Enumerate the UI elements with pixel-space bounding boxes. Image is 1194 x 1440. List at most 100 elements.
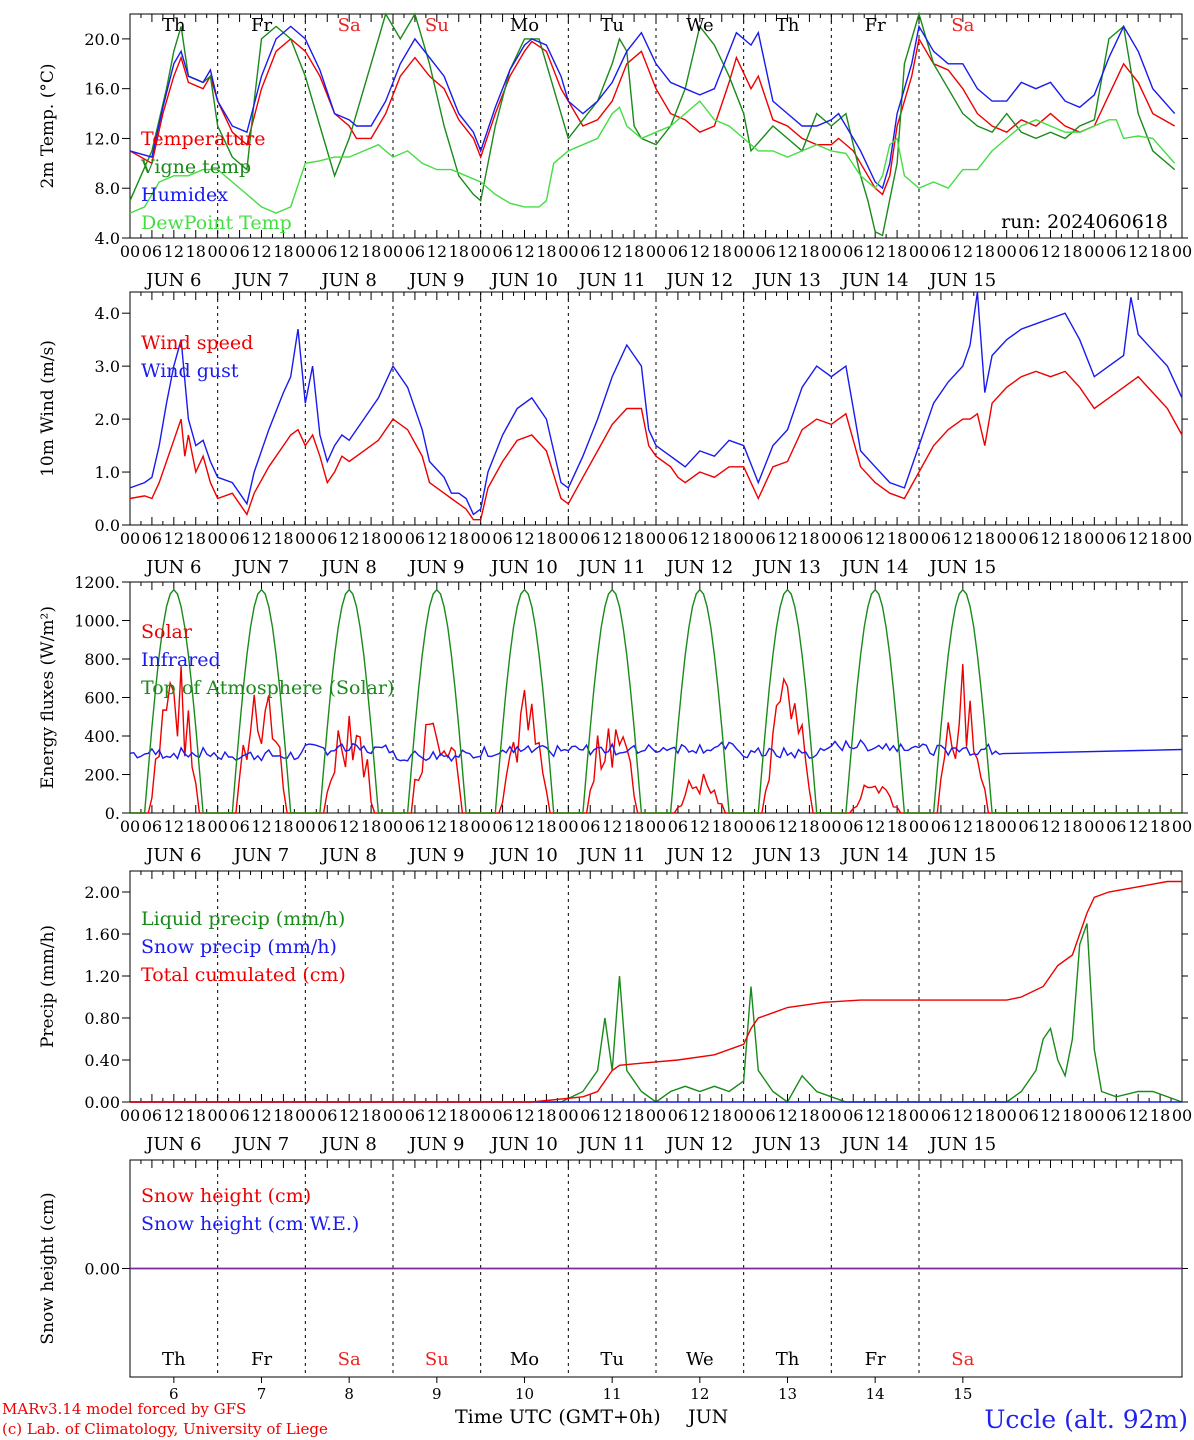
series-line-wind-1 [129, 291, 1183, 516]
hour-label: 12 [1128, 1106, 1148, 1125]
hour-label: 06 [755, 529, 775, 548]
y-tick-label: 4.0 [95, 304, 120, 323]
hour-label: 18 [186, 817, 206, 836]
hour-label: 00 [909, 817, 929, 836]
hour-label: 06 [229, 1106, 249, 1125]
y-tick-label: 20.0 [84, 30, 120, 49]
hour-label: 00 [646, 529, 666, 548]
hour-label: 18 [536, 1106, 556, 1125]
legend-entry: Wind speed [141, 332, 253, 354]
hour-label: 12 [427, 817, 447, 836]
series-line-temp-0 [129, 36, 1176, 196]
hour-label: 06 [843, 529, 863, 548]
hour-label: 06 [142, 529, 162, 548]
hour-ticks-temp [129, 14, 1183, 238]
hour-label: 00 [733, 1106, 753, 1125]
hour-label: 00 [1172, 529, 1192, 548]
day-name: Sa [338, 1349, 361, 1370]
date-label: JUN 13 [752, 557, 821, 578]
hour-label: 00 [383, 817, 403, 836]
y-tick-label: 3.0 [95, 357, 120, 376]
hour-label: 06 [755, 1106, 775, 1125]
hour-label: 12 [602, 1106, 622, 1125]
hour-label: 18 [712, 242, 732, 261]
day-number: 8 [344, 1385, 354, 1403]
hour-label: 00 [558, 817, 578, 836]
hour-label: 00 [207, 817, 227, 836]
hour-label: 12 [339, 242, 359, 261]
hour-label: 18 [449, 242, 469, 261]
hour-label: 06 [492, 1106, 512, 1125]
legend-entry: Snow height (cm W.E.) [141, 1213, 359, 1235]
hour-label: 06 [1018, 529, 1038, 548]
y-tick-label: 1.60 [84, 925, 120, 944]
day-name: Th [162, 1349, 186, 1370]
date-label: JUN 8 [320, 1134, 377, 1155]
series-line-precip-2 [130, 880, 1182, 1103]
panel-snow [122, 1159, 1188, 1383]
hour-label: 18 [1150, 1106, 1170, 1125]
y-tick-label: 0. [105, 804, 120, 823]
hour-label: 18 [1062, 817, 1082, 836]
hour-label: 12 [690, 529, 710, 548]
hour-label: 12 [251, 1106, 271, 1125]
series-line-energy-2 [130, 588, 1182, 814]
day-name: Tu [600, 15, 624, 36]
hour-label: 18 [186, 529, 206, 548]
hour-label: 00 [295, 1106, 315, 1125]
date-label: JUN 9 [407, 270, 464, 291]
hour-label: 18 [975, 1106, 995, 1125]
hour-label: 12 [1128, 817, 1148, 836]
y-axis-label: 10m Wind (m/s) [38, 340, 58, 477]
credit-line-1: MARv3.14 model forced by GFS [2, 1400, 246, 1418]
hour-label: 12 [602, 529, 622, 548]
date-label: JUN 13 [752, 270, 821, 291]
hour-label: 12 [953, 817, 973, 836]
hour-label: 18 [361, 1106, 381, 1125]
hour-label: 18 [799, 242, 819, 261]
y-tick-label: 8.0 [95, 179, 120, 198]
hour-label: 00 [909, 242, 929, 261]
hour-label: 12 [777, 1106, 797, 1125]
legend-entry: Vigne temp [140, 156, 251, 178]
y-tick-label: 0.80 [84, 1009, 120, 1028]
hour-label: 12 [514, 817, 534, 836]
panel-temp [122, 11, 1188, 239]
hour-label: 06 [843, 1106, 863, 1125]
hour-label: 12 [514, 529, 534, 548]
credit-line-2: (c) Lab. of Climatology, University of L… [2, 1420, 328, 1438]
hour-label: 18 [1062, 242, 1082, 261]
date-label: JUN 9 [407, 845, 464, 866]
series-line-energy-1 [129, 738, 1183, 763]
hour-label: 06 [931, 1106, 951, 1125]
date-label: JUN 12 [664, 270, 733, 291]
legend-entry: Wind gust [141, 360, 239, 382]
date-label: JUN 7 [232, 845, 289, 866]
day-number: 10 [515, 1385, 534, 1403]
hour-label: 18 [449, 817, 469, 836]
hour-label: 00 [821, 242, 841, 261]
hour-label: 18 [1062, 1106, 1082, 1125]
hour-label: 12 [602, 242, 622, 261]
hour-label: 06 [843, 817, 863, 836]
hour-label: 00 [646, 817, 666, 836]
hour-label: 18 [361, 817, 381, 836]
hour-label: 18 [887, 817, 907, 836]
legend-entry: Snow height (cm) [141, 1185, 311, 1207]
y-axis-label: Energy fluxes (W/m²) [38, 606, 58, 789]
hour-label: 00 [120, 242, 140, 261]
day-number: 14 [866, 1385, 885, 1403]
date-label: JUN 8 [320, 845, 377, 866]
hour-label: 18 [712, 817, 732, 836]
hour-label: 18 [449, 529, 469, 548]
date-label: JUN 6 [144, 1134, 201, 1155]
hour-label: 12 [953, 1106, 973, 1125]
hour-label: 06 [668, 242, 688, 261]
hour-label: 12 [777, 242, 797, 261]
hour-label: 06 [580, 1106, 600, 1125]
series-line-temp-1 [129, 11, 1176, 237]
y-axis-label: Snow height (cm) [38, 1192, 58, 1344]
hour-label: 12 [164, 817, 184, 836]
day-number: 13 [778, 1385, 797, 1403]
